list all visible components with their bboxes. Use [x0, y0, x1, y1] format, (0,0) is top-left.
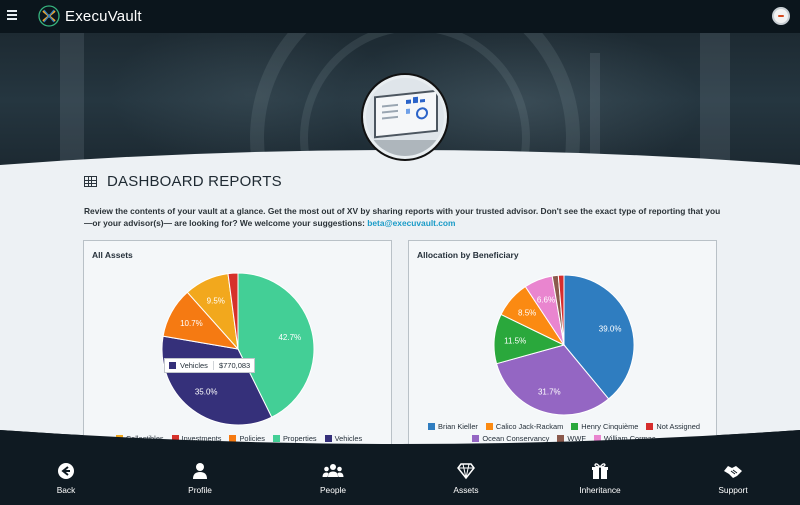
card-title-allocation: Allocation by Beneficiary [417, 250, 519, 260]
pie-slice-properties[interactable] [237, 272, 315, 418]
chart-tooltip: Vehicles $770,083 [164, 358, 256, 373]
gift-icon [592, 463, 608, 479]
all-assets-pie-chart[interactable]: 42.7% 35.0% 10.7% 9.5% [84, 241, 393, 451]
slice-label-vehicles: 35.0% [195, 388, 218, 397]
legend-item-calico-jack-rackam[interactable]: Calico Jack-Rackam [485, 422, 563, 431]
nav-support[interactable]: Support [688, 462, 778, 495]
top-bar: ExecuVault [0, 0, 800, 33]
nav-assets[interactable]: Assets [421, 462, 511, 495]
nav-label-people: People [319, 485, 347, 495]
nav-label-back: Back [56, 485, 76, 495]
table-grid-icon [84, 176, 97, 187]
slice-label-properties: 42.7% [278, 333, 301, 342]
nav-label-profile: Profile [188, 485, 212, 495]
slice-label-william-cormac: 6.6% [537, 295, 555, 304]
diamond-icon [457, 463, 475, 480]
legend-item-ocean-conservancy[interactable]: Ocean Conservancy [472, 434, 549, 443]
nav-back[interactable]: Back [21, 462, 111, 495]
pie-slice-brian-kieller[interactable] [563, 274, 635, 400]
arrow-left-circle-icon [58, 463, 74, 479]
nav-people[interactable]: People [288, 462, 378, 495]
legend-item-policies[interactable]: Policies [229, 434, 265, 443]
pie-slice-not-assigned[interactable] [557, 274, 565, 346]
slice-label-policies: 10.7% [180, 319, 203, 328]
slice-label-henry-cinquieme: 11.5% [504, 337, 526, 346]
person-icon [193, 463, 207, 479]
people-icon [322, 464, 344, 477]
pie-slice-ocean-conservancy[interactable] [495, 344, 610, 416]
tooltip-swatch [169, 362, 176, 369]
all-assets-card: All Assets 42.7% 35.0% 10.7% 9.5% Vehicles … [83, 240, 392, 450]
intro-text: Review the contents of your vault at a g… [84, 205, 724, 229]
suggestions-email-link[interactable]: beta@execuvault.com [367, 218, 456, 228]
tooltip-label: Vehicles [180, 361, 208, 370]
nav-label-assets: Assets [453, 485, 479, 495]
nav-label-inheritance: Inheritance [579, 485, 621, 495]
legend-item-william-cormac[interactable]: William Cormac [593, 434, 656, 443]
nav-inheritance[interactable]: Inheritance [555, 462, 645, 495]
slice-label-ocean-conservancy: 31.7% [538, 388, 561, 397]
card-title-all-assets: All Assets [92, 250, 133, 260]
legend-item-properties[interactable]: Properties [272, 434, 317, 443]
dashboard-thumbnail [363, 75, 447, 159]
handshake-icon [724, 466, 742, 478]
legend-item-wwf[interactable]: WWF [557, 434, 586, 443]
slice-label-brian-kieller: 39.0% [599, 324, 622, 333]
nav-profile[interactable]: Profile [155, 462, 245, 495]
legend-item-vehicles[interactable]: Vehicles [324, 434, 362, 443]
legend-item-brian-kieller[interactable]: Brian Kieller [428, 422, 478, 431]
bottom-navigation: Back Profile People Assets [0, 455, 800, 505]
page-title: DASHBOARD REPORTS [107, 173, 282, 190]
slice-label-calico-jack-rackam: 8.5% [518, 309, 536, 318]
tooltip-value: $770,083 [212, 361, 250, 370]
pie-slice-investments[interactable] [227, 272, 239, 350]
user-avatar-icon[interactable] [772, 7, 790, 25]
logo-mark-icon [38, 5, 60, 27]
section-header: DASHBOARD REPORTS [84, 173, 282, 190]
allocation-pie-chart[interactable]: 39.0% 31.7% 11.5% 8.5%6.6% [409, 241, 718, 451]
legend-item-not-assigned[interactable]: Not Assigned [646, 422, 700, 431]
app-name: ExecuVault [65, 7, 142, 25]
slice-label-collectibles: 9.5% [207, 297, 225, 306]
allocation-by-beneficiary-card: Allocation by Beneficiary 39.0% 31.7% 11.5… [408, 240, 717, 450]
intro-paragraph: Review the contents of your vault at a g… [84, 206, 721, 228]
nav-label-support: Support [718, 485, 748, 495]
hamburger-menu-icon[interactable] [7, 10, 17, 20]
legend-item-investments[interactable]: Investments [171, 434, 221, 443]
chart-legend-allocation: Brian Kieller Calico Jack-Rackam Henry C… [423, 422, 705, 446]
legend-item-henry-cinquieme[interactable]: Henry Cinquième [571, 422, 638, 431]
app-logo[interactable]: ExecuVault [38, 5, 142, 27]
